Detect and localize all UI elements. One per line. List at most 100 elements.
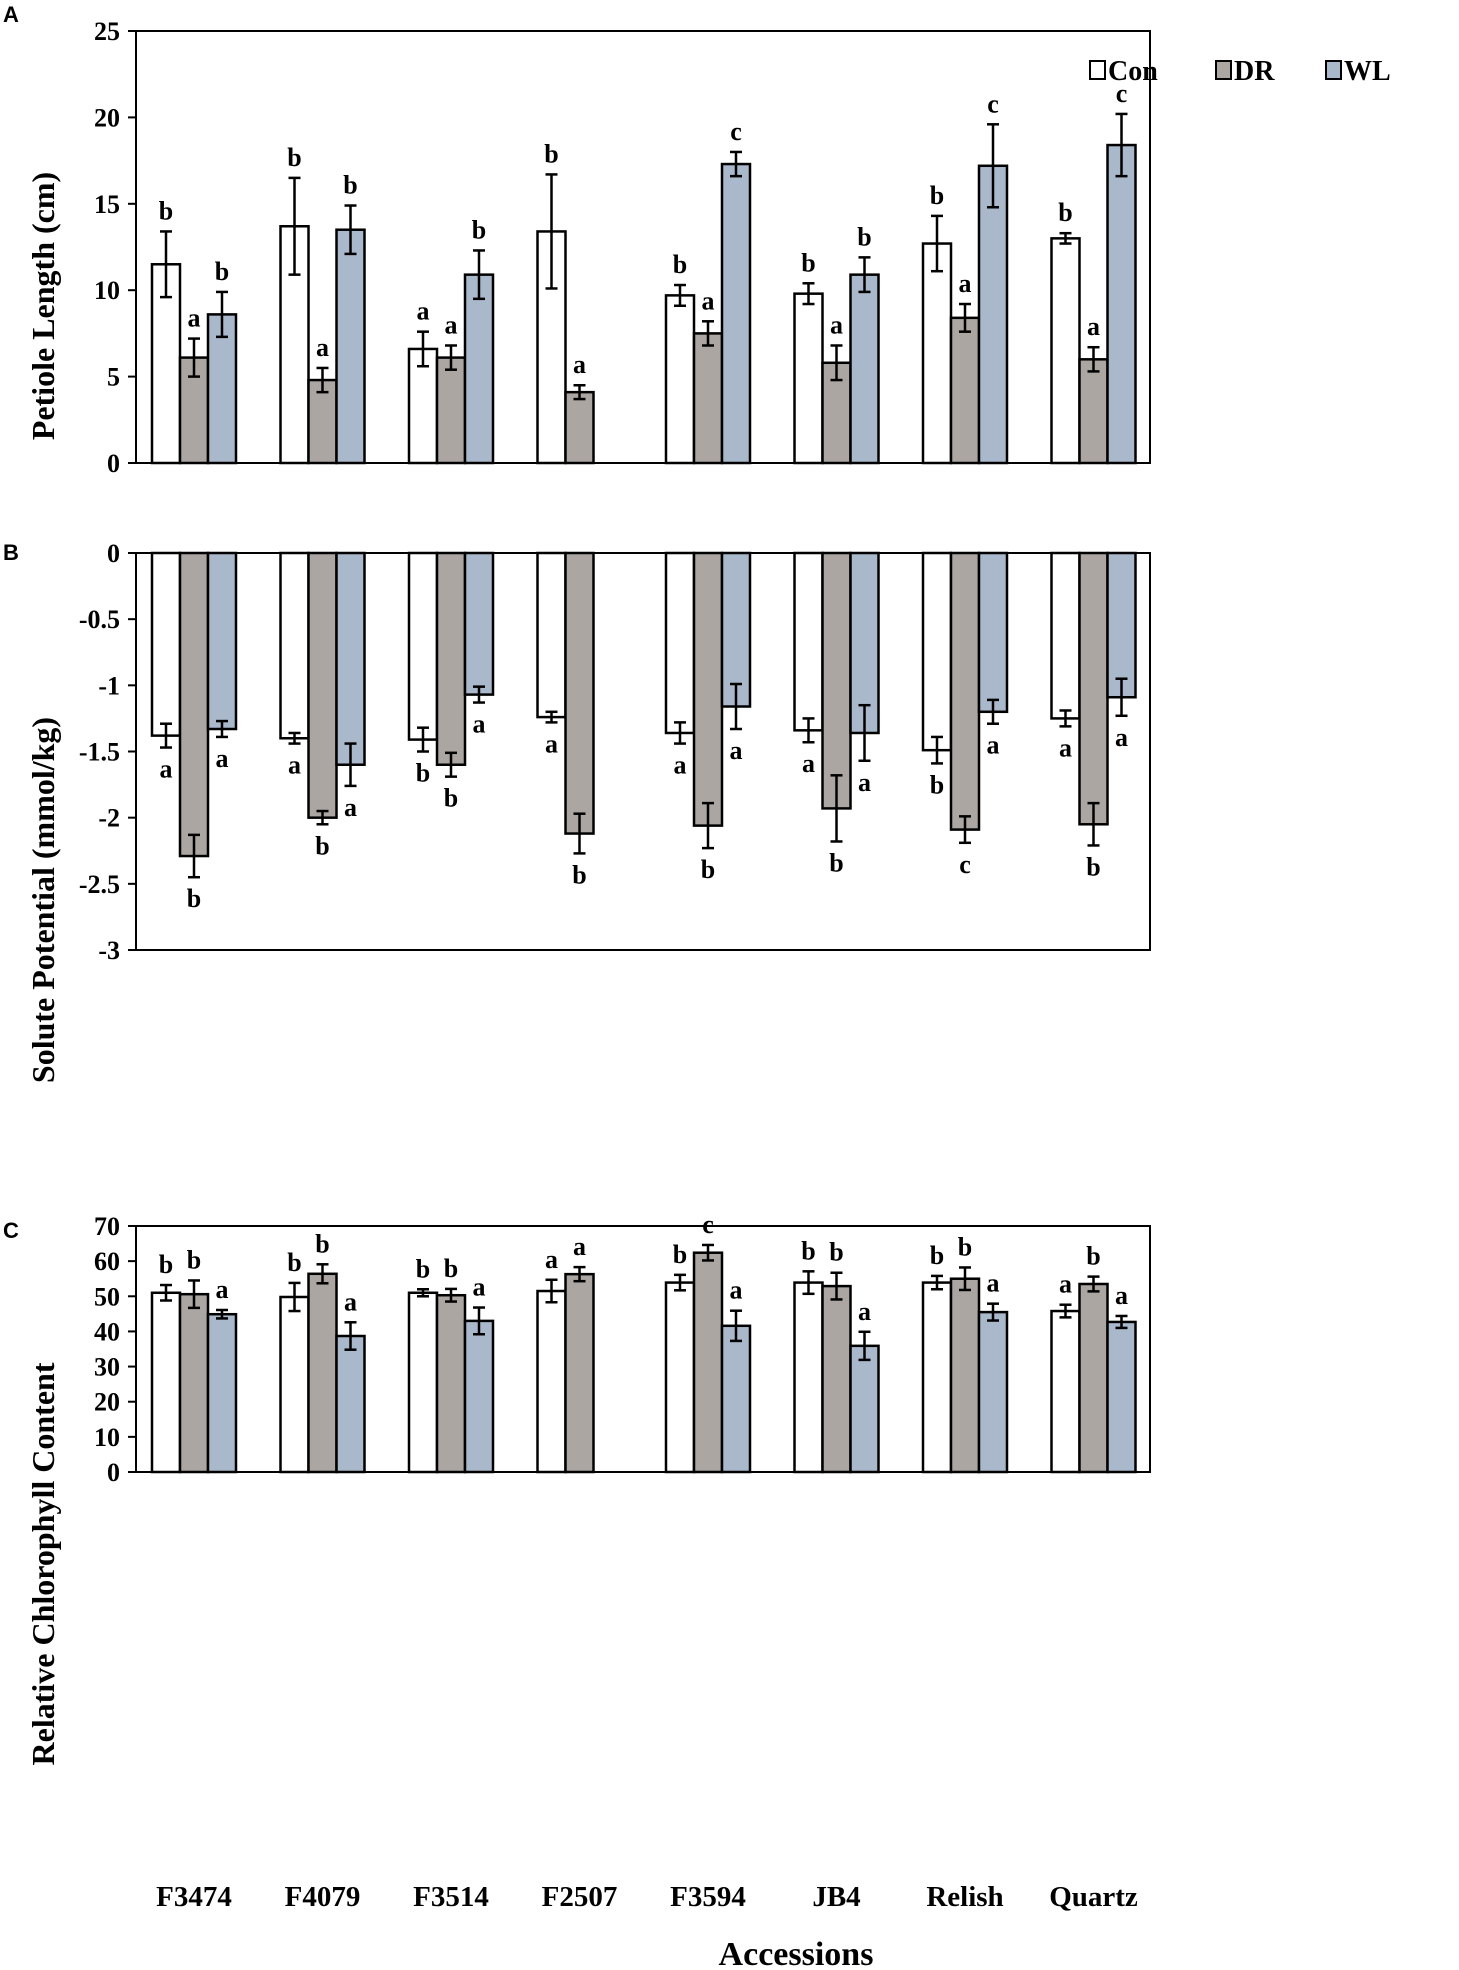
panel-c-error-bar-dr (702, 1243, 714, 1262)
panel-c-y-tick-label: 50 (94, 1282, 120, 1311)
legend-item-wl: WL (1325, 56, 1391, 87)
panel-c-error-bar-wl (344, 1321, 357, 1351)
panel-b-significance-letter: a (545, 729, 558, 758)
panel-b-significance-letter: b (930, 770, 944, 799)
panel-c-significance-letter: a (545, 1245, 558, 1274)
panel-a-significance-letter: c (1116, 79, 1128, 108)
panel-a-significance-letter: b (159, 196, 173, 225)
panel-c-significance-letter: a (1115, 1281, 1128, 1310)
panel-c-y-tick-label: 30 (94, 1353, 120, 1382)
panel-a-bar-dr (692, 332, 724, 465)
panel-a-error-bar-dr (316, 366, 329, 394)
panel-b-bar-dr (821, 551, 852, 810)
panel-c-bar-con (793, 1281, 824, 1474)
panel-c-bar-dr (821, 1284, 852, 1474)
panel-b-bar-dr (178, 551, 210, 858)
panel-b-bar-con (664, 551, 696, 735)
panel-b-y-tick-label: 0 (107, 539, 120, 568)
panel-b-error-bar-dr (959, 815, 971, 845)
panel-b-significance-letter: b (701, 855, 715, 884)
panel-c-bar-wl (1106, 1320, 1137, 1474)
panel-b-bar-wl (977, 551, 1009, 714)
panel-b-error-bar-con (1059, 709, 1072, 728)
panel-c-significance-letter: c (702, 1210, 714, 1239)
x-category-label: F3594 (670, 1881, 746, 1913)
legend-label-dr: DR (1234, 56, 1275, 87)
panel-c-error-bar-con (160, 1283, 172, 1302)
panel-b-error-bar-con (417, 726, 429, 753)
panel-b-error-bar-con (931, 735, 943, 765)
panel-b-significance-letter: a (160, 755, 173, 784)
panel-c-error-bar-con (1059, 1303, 1072, 1319)
panel-c-y-tick-label: 40 (94, 1317, 120, 1346)
panel-a-significance-letter: a (702, 286, 715, 315)
panel-c-bar-con (921, 1281, 953, 1474)
panel-b-significance-letter: a (987, 731, 1000, 760)
panel-a-error-bar-wl (216, 290, 228, 339)
x-category-label: F3474 (156, 1881, 232, 1913)
panel-a-error-bar-wl (1115, 112, 1128, 178)
panel-a-significance-letter: a (830, 310, 843, 339)
panel-b-bar-wl (206, 551, 238, 731)
panel-c-error-bar-con (931, 1274, 943, 1291)
panel-a-significance-letter: a (188, 304, 201, 333)
panel-b-significance-letter: b (416, 759, 430, 788)
panel-c-bar-dr (1078, 1282, 1109, 1474)
panel-a-bar-con (664, 294, 696, 465)
panel-a-error-bar-dr (188, 337, 200, 378)
panel-c-significance-letter: b (416, 1254, 430, 1283)
panel-a-bar-con (921, 242, 953, 465)
panel-c-bar-con (150, 1291, 182, 1474)
panel-c-error-bar-wl (216, 1308, 228, 1320)
panel-b-y-tick-label: -2.5 (79, 870, 120, 899)
panel-c-error-bar-con (417, 1288, 429, 1298)
panel-a-error-bar-con (674, 283, 686, 308)
panel-a-significance-letter: b (673, 250, 687, 279)
panel-b-bar-dr (435, 551, 467, 766)
panel-a-error-bar-wl (473, 249, 485, 301)
x-category-label: Quartz (1049, 1881, 1138, 1913)
panel-a-bar-wl (977, 164, 1009, 465)
panel-c-significance-letter: b (829, 1238, 843, 1267)
panel-b-y-tick-label: -3 (98, 936, 120, 965)
panel-c-bar-wl (206, 1312, 238, 1474)
panel-a-bar-wl (206, 313, 238, 465)
panel-b-error-bar-wl (858, 703, 871, 763)
panel-a-bar-dr (949, 316, 981, 465)
panel-c-bar-dr (692, 1251, 724, 1474)
panel-a-bar-dr (307, 378, 338, 465)
panel-b-error-bar-wl (344, 742, 357, 788)
legend-swatch-wl (1325, 60, 1342, 80)
panel-c-bar-dr (564, 1272, 595, 1474)
panel-a-error-bar-dr (959, 302, 971, 333)
panel-b-error-bar-con (802, 717, 815, 744)
panel-b-bar-wl (1106, 551, 1137, 699)
panel-b-bar-wl (335, 551, 366, 766)
panel-c-bar-wl (335, 1334, 366, 1474)
panel-a-error-bar-wl (858, 256, 871, 294)
panel-a-error-bar-wl (987, 123, 999, 209)
panel-a-significance-letter: b (801, 248, 815, 277)
panel-a-error-bar-wl (344, 204, 357, 256)
panel-a-error-bar-con (1059, 231, 1072, 245)
panel-c-bar-wl (720, 1324, 752, 1474)
panel-a-significance-letter: b (472, 215, 486, 244)
panel-b-error-bar-dr (702, 801, 714, 850)
panel-b-bar-con (921, 551, 953, 752)
panel-c-error-bar-wl (858, 1330, 871, 1362)
panel-a-error-bar-dr (573, 383, 586, 401)
panel-b-y-tick-label: -0.5 (79, 605, 120, 634)
panel-c-y-tick-label: 70 (94, 1212, 120, 1241)
panel-c-significance-letter: a (730, 1276, 743, 1305)
panel-a-significance-letter: b (857, 222, 871, 251)
panel-c-error-bar-dr (188, 1279, 200, 1310)
panel-b-significance-letter: b (572, 860, 586, 889)
panel-a-bar-dr (435, 356, 467, 465)
panel-a-error-bar-dr (445, 344, 457, 371)
panel-c-error-bar-con (674, 1273, 686, 1292)
panel-b-bar-wl (463, 551, 495, 696)
panel-b-error-bar-dr (573, 812, 586, 855)
